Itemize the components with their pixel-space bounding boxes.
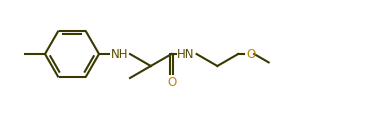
Text: O: O [167,75,176,88]
Text: O: O [246,48,255,61]
Text: NH: NH [111,48,128,61]
Text: HN: HN [176,48,194,61]
